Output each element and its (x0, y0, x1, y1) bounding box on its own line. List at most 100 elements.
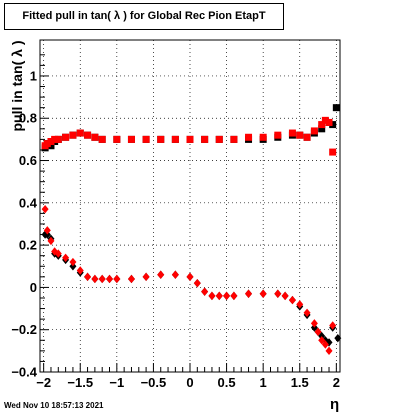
data-point-diamond (62, 253, 70, 263)
data-point-diamond (201, 287, 209, 296)
data-point-square (51, 135, 59, 143)
data-point-square (318, 125, 326, 133)
data-point-square (325, 118, 333, 126)
data-point-square (98, 135, 106, 143)
timestamp: Wed Nov 10 18:57:13 2021 (4, 401, 104, 410)
data-point-diamond (310, 319, 318, 328)
data-point-diamond (43, 230, 51, 239)
data-point-square (84, 131, 92, 139)
data-point-diamond (98, 274, 106, 284)
data-point-square (274, 131, 282, 139)
data-point-diamond (334, 333, 342, 343)
data-point-diamond (314, 327, 322, 337)
data-point-diamond (91, 274, 99, 284)
data-point-square (47, 138, 55, 146)
data-point-square (321, 116, 329, 124)
x-tick-label: 1.5 (291, 375, 309, 390)
data-point-diamond (310, 323, 318, 332)
data-point-diamond (274, 289, 282, 298)
y-tick-label: 0.2 (19, 238, 37, 253)
data-point-diamond (171, 270, 179, 279)
data-point-square (201, 135, 209, 143)
data-point-diamond (245, 289, 253, 298)
data-point-square (310, 127, 318, 135)
y-tick-label: 0.6 (19, 153, 37, 168)
chart-title: Fitted pull in tan( λ ) for Global Rec P… (22, 10, 266, 22)
x-tick-label: 0 (186, 375, 193, 390)
x-tick-label: −1.5 (67, 375, 93, 390)
data-point-diamond (69, 262, 77, 271)
data-point-diamond (76, 266, 84, 275)
data-point-diamond (41, 204, 49, 214)
data-point-diamond (54, 249, 62, 258)
data-point-square (142, 135, 150, 143)
data-point-square (171, 135, 179, 143)
data-point-diamond (318, 331, 326, 341)
data-point-diamond (259, 289, 267, 298)
y-tick-label: 0.4 (19, 195, 38, 210)
data-point-diamond (215, 291, 223, 301)
x-tick-label: −0.5 (141, 375, 167, 390)
x-axis-label: η (330, 396, 340, 413)
data-point-diamond (318, 336, 326, 345)
data-point-diamond (142, 272, 150, 282)
data-point-diamond (157, 270, 165, 279)
x-tick-label: 2 (333, 375, 340, 390)
y-tick-label: −0.2 (11, 322, 37, 337)
data-point-square (288, 129, 296, 137)
data-point-square (91, 133, 99, 141)
y-tick-label: 1 (30, 68, 37, 83)
data-point-diamond (208, 291, 216, 301)
x-tick-label: −2 (36, 375, 51, 390)
x-tick-label: 1 (260, 375, 267, 390)
chart-title-box: Fitted pull in tan( λ ) for Global Rec P… (4, 3, 284, 30)
data-point-square (43, 140, 51, 148)
data-point-square (303, 133, 311, 141)
data-point-square (332, 104, 340, 112)
data-point-square (215, 135, 223, 143)
data-point-diamond (106, 274, 114, 284)
data-point-diamond (281, 291, 289, 301)
plot-frame (39, 39, 341, 373)
data-point-square (259, 133, 267, 141)
data-point-diamond (288, 295, 296, 305)
y-tick-label: −0.4 (11, 365, 37, 380)
data-point-square (54, 135, 62, 143)
data-point-square (76, 129, 84, 137)
data-point-diamond (230, 291, 238, 301)
data-point-square (245, 133, 253, 141)
data-point-square (186, 135, 194, 143)
data-point-square (157, 135, 165, 143)
data-point-diamond (303, 308, 311, 317)
data-point-square (329, 148, 337, 156)
data-point-square (47, 142, 55, 150)
data-point-square (230, 135, 238, 143)
x-tick-label: −1 (109, 375, 124, 390)
x-tick-label: 0.5 (218, 375, 236, 390)
data-point-square (113, 135, 121, 143)
y-axis-label: pull in tan( λ ) (9, 40, 25, 132)
data-point-diamond (329, 321, 337, 330)
y-tick-label: 0 (30, 280, 37, 295)
data-point-diamond (321, 340, 329, 349)
data-point-diamond (296, 300, 304, 309)
data-point-diamond (51, 247, 59, 256)
y-tick-label: 0.8 (19, 111, 37, 126)
data-point-diamond (43, 226, 51, 235)
data-point-square (69, 131, 77, 139)
data-point-diamond (193, 278, 201, 288)
data-point-diamond (325, 346, 333, 356)
data-point-diamond (47, 236, 55, 246)
data-point-diamond (127, 274, 135, 284)
data-point-diamond (84, 272, 92, 282)
data-point-diamond (69, 257, 77, 267)
data-point-diamond (223, 291, 231, 301)
data-point-square (296, 131, 304, 139)
data-point-square (318, 121, 326, 129)
data-point-square (127, 135, 135, 143)
data-point-square (62, 133, 70, 141)
data-point-square (329, 121, 337, 129)
data-point-diamond (113, 274, 121, 284)
data-point-diamond (186, 272, 194, 282)
